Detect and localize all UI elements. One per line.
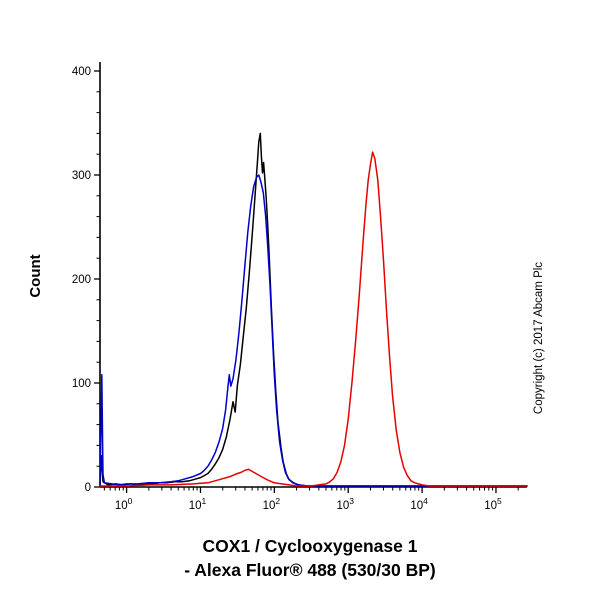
x-tick-label: 103 [336, 496, 354, 512]
x-tick-label: 101 [189, 496, 207, 512]
x-axis-title-line2: - Alexa Fluor® 488 (530/30 BP) [184, 560, 436, 580]
y-tick-label: 0 [85, 482, 91, 494]
y-axis-title: Count [27, 254, 44, 297]
x-tick-label: 105 [484, 496, 502, 512]
series-blue-curve [99, 174, 528, 487]
y-tick-label: 400 [72, 66, 91, 78]
y-tick-label: 100 [72, 378, 91, 390]
x-tick-label: 102 [263, 496, 281, 512]
y-tick-label: 300 [72, 170, 91, 182]
x-tick-label: 104 [410, 496, 428, 512]
x-axis-title-line1: COX1 / Cyclooxygenase 1 [203, 536, 418, 556]
plot-area: 0 100 200 300 400 100 101 102 103 104 105 [72, 62, 528, 512]
series-black-curve [99, 132, 528, 487]
y-tick-label: 200 [72, 274, 91, 286]
copyright-text: Copyright (c) 2017 Abcam Plc [533, 262, 545, 414]
series-red-curve [99, 151, 528, 487]
x-tick-label: 100 [115, 496, 133, 512]
